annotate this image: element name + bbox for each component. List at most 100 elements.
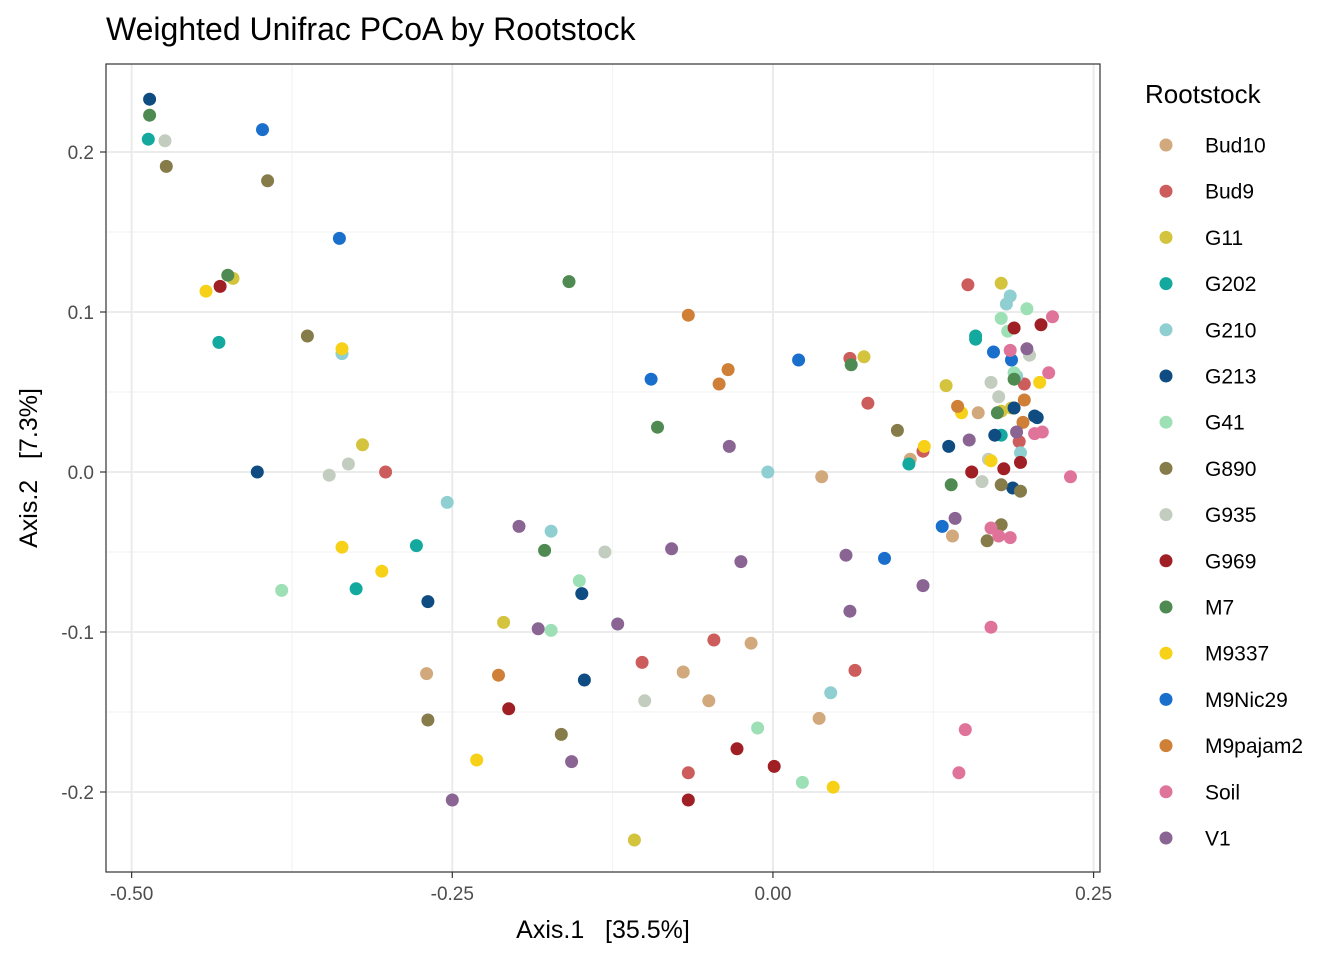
data-point-m9nic29 [256,123,269,137]
legend-key-bud10 [1159,138,1173,152]
data-point-g969 [681,793,695,807]
data-point-g210 [761,465,775,479]
legend-item-bud10: Bud10 [1159,135,1266,158]
data-point-g969 [965,465,979,479]
data-point-g890 [261,174,275,188]
data-point-v1 [962,433,976,447]
data-point-m9nic29 [935,519,949,533]
data-point-g202 [902,457,916,471]
legend-item-g210: G210 [1159,319,1256,342]
data-point-g935 [992,390,1006,404]
legend-key-bud9 [1159,184,1173,198]
data-point-g41 [544,623,558,637]
data-point-m9337 [199,284,213,298]
data-point-m9nic29 [878,551,891,565]
data-point-g213 [577,673,591,687]
data-point-g11 [627,833,641,847]
data-point-bud10 [815,470,829,484]
legend-label-g213: G213 [1205,366,1256,389]
data-point-m9pajam2 [681,308,695,322]
data-point-g202 [141,132,155,146]
data-point-g890 [421,713,435,727]
data-point-bud9 [848,663,862,677]
legend-key-g11 [1159,230,1173,244]
x-tick-label: -0.50 [110,884,153,905]
data-point-m9nic29 [792,353,806,367]
data-point-m9pajam2 [721,363,735,377]
data-point-g202 [409,539,423,553]
data-point-m7 [990,406,1004,420]
axes: -0.50 -0.25 0.00 0.25 -0.2 -0.1 0.0 0.1 0.2 [61,143,1112,905]
x-tick-label: 0.00 [754,884,791,905]
plot-panel-border [105,63,1101,873]
legend-label-g11: G11 [1205,227,1243,250]
data-point-v1 [734,555,748,569]
legend-key-m9nic29 [1159,692,1173,706]
data-point-g890 [1014,484,1027,498]
legend-label-m9nic29: M9Nic29 [1205,689,1288,712]
x-axis-title: Axis.1 [35.5%] [516,916,690,944]
legend-item-bud9: Bud9 [1159,181,1254,204]
legend-label-g969: G969 [1205,550,1256,573]
legend-label-bud9: Bud9 [1205,181,1254,204]
legend-key-g890 [1159,461,1173,475]
data-point-soil [992,529,1006,543]
data-point-soil [952,766,966,780]
legend-items: Bud10 Bud9 G11 G202 G210 G213 G41 G890 G935 G969 M… [1159,135,1303,851]
data-point-g890 [300,329,314,343]
data-point-m9337 [1033,375,1047,389]
data-point-g935 [975,475,989,489]
legend-item-m9337: M9337 [1159,643,1269,666]
data-point-g11 [857,350,871,364]
data-point-v1 [665,542,679,556]
chart-title: Weighted Unifrac PCoA by Rootstock [106,11,636,47]
data-point-m9pajam2 [1017,393,1031,407]
data-point-g11 [497,615,511,629]
data-point-v1 [531,622,545,636]
legend-key-g210 [1159,323,1173,337]
legend-item-g41: G41 [1159,412,1245,435]
data-point-soil [984,620,998,634]
data-point-bud10 [812,711,826,725]
legend-key-g935 [1159,508,1173,522]
data-point-g969 [1034,318,1048,332]
data-point-g935 [322,468,336,482]
y-tick-label: 0.0 [68,463,94,484]
data-point-g41 [751,721,765,735]
data-point-g935 [984,375,998,389]
data-point-g210 [1003,289,1017,303]
data-point-soil [1003,531,1017,545]
data-point-g969 [502,702,516,716]
data-point-g41 [795,775,809,789]
y-tick-label: 0.2 [68,143,94,164]
data-point-m7 [538,543,552,557]
data-point-soil [1042,366,1056,380]
data-point-m7 [221,268,235,282]
legend-label-soil: Soil [1205,781,1240,804]
legend-item-v1: V1 [1159,828,1231,851]
data-point-m7 [944,478,958,492]
x-tick-label: -0.25 [431,884,474,905]
grid-lines [106,64,1100,872]
legend-item-m9nic29: M9Nic29 [1159,689,1288,712]
data-point-g213 [421,595,435,609]
data-point-bud9 [635,655,649,669]
legend-label-m9337: M9337 [1205,643,1269,666]
legend-key-m7 [1159,600,1173,614]
data-point-v1 [839,548,853,562]
data-point-v1 [1010,425,1024,439]
data-point-soil [984,521,998,535]
data-point-g969 [1007,321,1021,335]
data-point-v1 [1020,342,1034,356]
data-point-v1 [843,604,857,618]
data-point-m9337 [826,780,840,794]
data-point-g935 [158,134,172,148]
data-point-bud9 [861,396,875,410]
data-point-g41 [994,311,1008,325]
data-point-m9337 [375,564,389,578]
data-point-g969 [767,759,781,773]
data-point-g202 [212,335,226,349]
legend-item-g11: G11 [1159,227,1243,250]
legend-item-m7: M7 [1159,597,1234,620]
y-tick-label: 0.1 [68,303,94,324]
